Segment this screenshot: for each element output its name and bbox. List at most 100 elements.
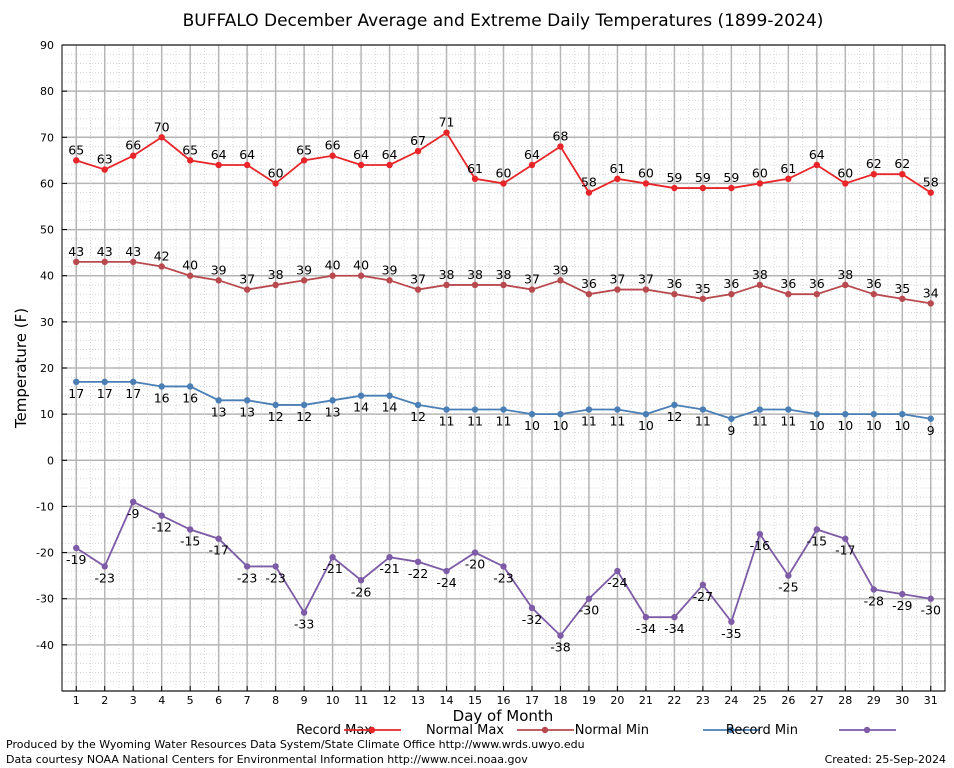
chart-title: BUFFALO December Average and Extreme Dai… bbox=[183, 11, 824, 31]
data-label: -25 bbox=[778, 580, 798, 595]
data-label: 66 bbox=[125, 138, 141, 153]
data-label: 60 bbox=[837, 165, 853, 180]
legend-marker bbox=[541, 726, 549, 734]
footer-created-date: Created: 25-Sep-2024 bbox=[825, 753, 946, 766]
data-label: 64 bbox=[809, 147, 825, 162]
data-label: 36 bbox=[581, 276, 597, 291]
data-label: 64 bbox=[239, 147, 255, 162]
data-label: -23 bbox=[237, 570, 257, 585]
data-label: -17 bbox=[835, 543, 855, 558]
data-label: 12 bbox=[296, 409, 312, 424]
data-label: 10 bbox=[837, 418, 853, 433]
data-label: 37 bbox=[239, 272, 255, 287]
data-point bbox=[870, 410, 877, 418]
data-point bbox=[215, 535, 222, 542]
x-axis-title: Day of Month bbox=[453, 707, 554, 725]
data-point bbox=[300, 609, 308, 616]
legend-item: Normal Max bbox=[426, 723, 574, 738]
data-point bbox=[443, 281, 450, 289]
data-point bbox=[386, 392, 393, 399]
y-tick-label: 40 bbox=[40, 270, 54, 283]
legend-marker bbox=[368, 726, 376, 734]
legend-label: Normal Min bbox=[575, 723, 649, 738]
data-point bbox=[73, 544, 80, 552]
data-point bbox=[443, 567, 450, 575]
data-point bbox=[614, 406, 621, 413]
data-label: 60 bbox=[496, 165, 512, 180]
data-label: -23 bbox=[265, 570, 285, 585]
x-tick-label: 26 bbox=[781, 694, 795, 707]
data-label: 11 bbox=[439, 414, 455, 429]
data-point bbox=[899, 410, 906, 418]
data-point bbox=[699, 184, 707, 192]
data-label: 43 bbox=[97, 244, 113, 259]
data-point bbox=[671, 290, 678, 298]
y-tick-label: 90 bbox=[40, 39, 54, 52]
data-label: -33 bbox=[294, 617, 314, 632]
x-tick-label: 20 bbox=[610, 694, 624, 707]
data-label: 36 bbox=[666, 276, 682, 291]
data-point bbox=[585, 595, 593, 602]
data-point bbox=[101, 166, 108, 173]
data-point bbox=[813, 410, 821, 418]
data-label: 13 bbox=[211, 404, 227, 419]
data-point bbox=[585, 290, 593, 298]
data-label: 12 bbox=[666, 409, 682, 424]
footer-data-source: Data courtesy NOAA National Centers for … bbox=[6, 753, 528, 766]
data-point bbox=[357, 392, 365, 399]
x-tick-label: 10 bbox=[326, 694, 340, 707]
data-point bbox=[130, 498, 137, 506]
data-point bbox=[329, 553, 336, 561]
data-label: 37 bbox=[524, 272, 540, 287]
data-label: 12 bbox=[268, 409, 284, 424]
data-label: 66 bbox=[325, 138, 341, 153]
data-point bbox=[414, 558, 422, 565]
data-label: 39 bbox=[382, 262, 398, 277]
x-tick-label: 7 bbox=[244, 694, 251, 707]
data-label: 37 bbox=[638, 272, 654, 287]
data-point bbox=[130, 258, 137, 266]
data-label: 17 bbox=[125, 386, 141, 401]
data-point bbox=[243, 563, 251, 570]
data-point bbox=[671, 613, 678, 621]
data-point bbox=[414, 401, 422, 409]
x-tick-label: 23 bbox=[696, 694, 710, 707]
x-tick-label: 11 bbox=[354, 694, 368, 707]
y-tick-label: 80 bbox=[40, 85, 54, 98]
data-point bbox=[927, 189, 934, 196]
data-label: 36 bbox=[780, 276, 796, 291]
data-label: 37 bbox=[410, 272, 426, 287]
data-point bbox=[842, 180, 849, 187]
data-point bbox=[471, 549, 479, 556]
legend-item: Record Min bbox=[726, 723, 896, 738]
data-point bbox=[243, 397, 251, 404]
data-point bbox=[471, 175, 479, 183]
data-label: 38 bbox=[837, 267, 853, 282]
y-tick-label: 70 bbox=[40, 131, 54, 144]
data-point bbox=[813, 290, 821, 298]
data-point bbox=[357, 161, 365, 169]
x-tick-label: 30 bbox=[895, 694, 909, 707]
data-label: 63 bbox=[97, 152, 113, 167]
data-label: 36 bbox=[723, 276, 739, 291]
data-point bbox=[528, 161, 536, 169]
legend-marker bbox=[727, 726, 735, 734]
data-point bbox=[699, 295, 707, 302]
x-tick-label: 12 bbox=[383, 694, 397, 707]
data-label: -24 bbox=[607, 575, 627, 590]
data-label: 61 bbox=[609, 161, 625, 176]
data-label: -30 bbox=[921, 603, 941, 618]
data-point bbox=[414, 147, 422, 155]
x-tick-label: 21 bbox=[639, 694, 653, 707]
data-point bbox=[614, 286, 621, 293]
data-label: 10 bbox=[809, 418, 825, 433]
data-point bbox=[927, 415, 934, 422]
data-point bbox=[642, 180, 650, 187]
data-point bbox=[642, 286, 650, 293]
data-label: -19 bbox=[66, 552, 86, 567]
data-point bbox=[671, 184, 678, 192]
x-tick-label: 18 bbox=[553, 694, 567, 707]
data-label: 43 bbox=[68, 244, 84, 259]
x-tick-label: 19 bbox=[582, 694, 596, 707]
data-label: 14 bbox=[353, 400, 369, 415]
